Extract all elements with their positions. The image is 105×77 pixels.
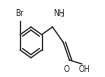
Text: O: O	[64, 65, 70, 74]
Text: OH: OH	[79, 65, 90, 74]
Text: NH: NH	[54, 9, 65, 18]
Text: 2: 2	[60, 13, 64, 18]
Text: Br: Br	[15, 9, 24, 18]
